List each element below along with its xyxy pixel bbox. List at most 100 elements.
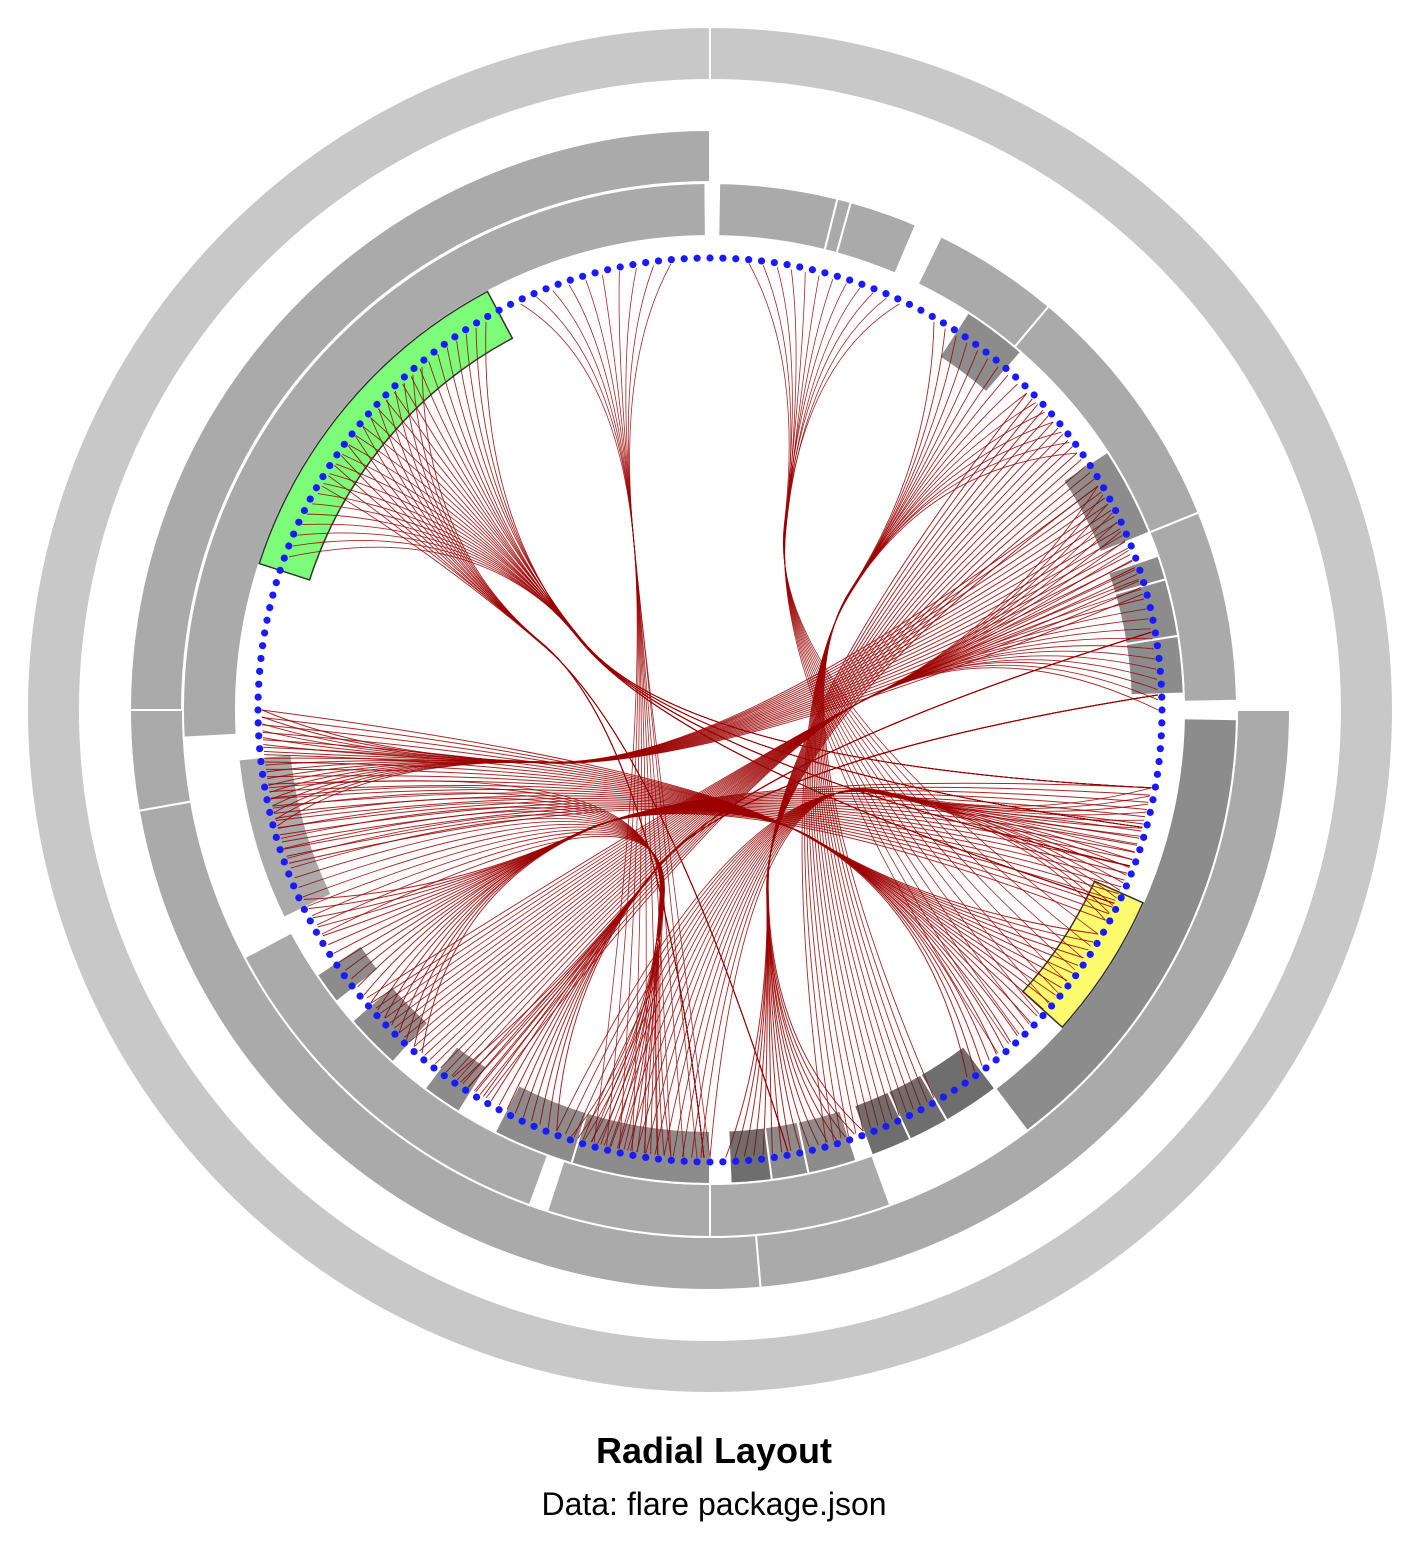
leaf-node — [333, 961, 341, 969]
leaf-node — [285, 542, 293, 550]
leaf-node — [1117, 894, 1125, 902]
leaf-node — [642, 1153, 650, 1161]
edge — [456, 340, 1152, 789]
leaf-node — [1149, 616, 1157, 624]
leaf-node — [254, 693, 262, 701]
leaf-node — [1021, 1030, 1029, 1038]
leaf-node — [770, 259, 778, 267]
leaf-node — [1140, 833, 1148, 841]
leaf-node — [770, 1153, 778, 1161]
leaf-node — [939, 1093, 948, 1101]
leaf-node — [833, 272, 841, 280]
leaf-node — [616, 1149, 624, 1157]
leaf-node — [440, 340, 448, 348]
leaf-node — [1106, 495, 1114, 503]
leaf-node — [272, 579, 280, 587]
leaf-node — [579, 1140, 587, 1148]
leaf-node — [745, 256, 753, 264]
leaf-node — [1099, 928, 1108, 936]
leaf-node — [261, 629, 269, 637]
leaf-node — [1127, 870, 1135, 878]
leaf-node — [280, 858, 288, 866]
edge — [355, 435, 1152, 789]
edge — [421, 366, 705, 1159]
leaf-node — [1136, 566, 1144, 574]
leaf-node — [257, 654, 265, 663]
leaf-node — [495, 1106, 503, 1114]
leaf-node — [706, 1158, 714, 1166]
leaf-node — [340, 440, 348, 448]
edge — [394, 391, 789, 1152]
leaf-node — [1093, 472, 1101, 481]
leaf-node — [732, 1157, 740, 1165]
leaf-node — [484, 1099, 492, 1108]
leaf-node — [1112, 905, 1120, 914]
leaf-node — [1099, 484, 1108, 492]
edge — [783, 303, 1058, 993]
leaf-node — [1047, 410, 1056, 418]
leaf-node — [604, 266, 612, 274]
ring-segment — [717, 182, 839, 252]
leaf-node — [642, 259, 650, 267]
leaf-node — [629, 261, 637, 269]
leaf-node — [1140, 579, 1148, 587]
leaf-node — [616, 263, 624, 271]
leaf-node — [1156, 745, 1164, 753]
edge — [725, 446, 1073, 1158]
leaf-node — [1072, 440, 1080, 448]
leaf-node — [1072, 972, 1080, 980]
hierarchy-rings — [26, 25, 1394, 1394]
leaf-node — [992, 1056, 1000, 1064]
leaf-node — [1149, 796, 1157, 804]
leaf-node — [319, 472, 327, 481]
leaf-node — [472, 319, 481, 327]
leaf-node — [1127, 542, 1135, 550]
leaf-node — [518, 1117, 526, 1125]
leaf-node — [326, 950, 334, 958]
edge — [329, 473, 1152, 789]
ring-segment — [993, 717, 1238, 1133]
edge — [585, 279, 639, 1146]
leaf-node — [846, 1136, 854, 1144]
leaf-node — [430, 348, 438, 356]
highlight-arc-yellow — [1021, 880, 1145, 1029]
leaf-node — [373, 1012, 381, 1020]
leaf-node — [566, 276, 574, 284]
leaf-node — [263, 796, 271, 804]
leaf-node — [269, 821, 277, 829]
leaf-node — [1146, 808, 1154, 816]
ring-root — [26, 25, 1394, 1394]
leaf-node — [410, 1047, 418, 1056]
leaf-node — [846, 276, 854, 284]
leaf-node — [894, 295, 902, 303]
ring-segment — [835, 200, 918, 275]
leaf-node — [821, 269, 829, 277]
leaf-node — [261, 783, 269, 791]
leaf-node — [1136, 846, 1144, 854]
leaf-node — [256, 745, 264, 753]
leaf-node — [654, 257, 663, 265]
edge — [355, 435, 705, 1159]
edge — [813, 452, 1078, 1129]
leaf-node — [356, 992, 364, 1000]
leaf-node — [306, 495, 314, 503]
edge — [609, 790, 1106, 1147]
leaf-node — [972, 340, 980, 348]
leaf-node — [894, 1117, 902, 1125]
leaf-node — [1117, 518, 1125, 526]
leaf-node — [373, 400, 381, 408]
leaf-node — [1155, 654, 1163, 663]
edge — [573, 790, 1114, 1138]
leaf-node — [1158, 693, 1166, 701]
leaf-node — [1064, 982, 1072, 990]
leaf-node — [400, 1039, 408, 1047]
edge — [822, 375, 1009, 1103]
leaf-node — [462, 326, 470, 334]
leaf-node — [506, 1112, 515, 1120]
leaf-node — [530, 1122, 538, 1130]
leaf-node — [312, 484, 321, 492]
leaf-node — [1086, 462, 1094, 470]
highlight-arc-green — [258, 290, 514, 581]
leaf-node — [928, 312, 936, 321]
leaf-node — [356, 420, 364, 428]
